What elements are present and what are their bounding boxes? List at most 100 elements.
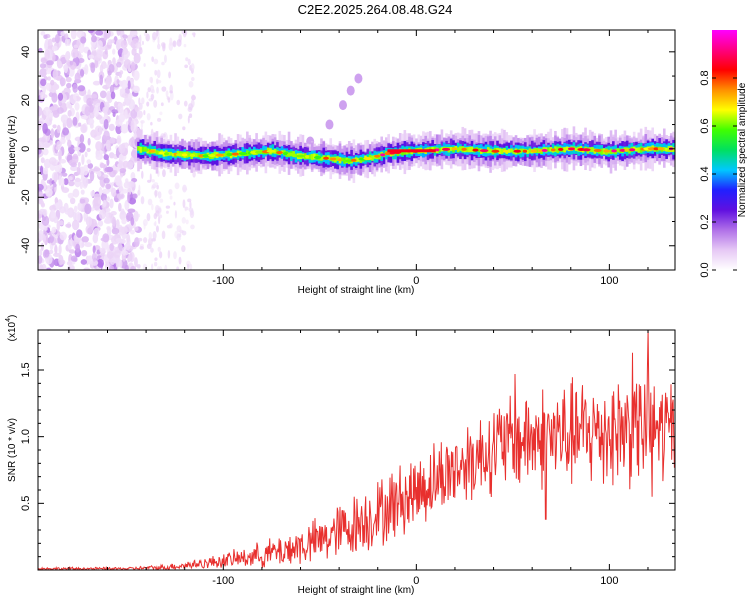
ridge-cell [672, 147, 675, 152]
y-tick-label: -40 [20, 238, 32, 254]
noise-speckle [148, 232, 152, 241]
colorbar: 0.0 0.2 0.4 0.6 0.8 Normalized spectral ampl… [699, 30, 748, 278]
ridge-hotspot [557, 147, 564, 151]
ridge-hotspot [215, 153, 225, 157]
ridge-cell [486, 147, 490, 154]
noise-speckle [118, 143, 126, 154]
noise-speckle [188, 207, 194, 213]
noise-speckle [103, 177, 110, 184]
noise-speckle [108, 63, 115, 73]
spectrogram-panel: -100 0 100 -40 -20 0 20 40 Height of straight l… [7, 29, 676, 296]
noise-speckle [122, 160, 129, 168]
noise-speckle [105, 212, 109, 218]
ridge-cell [507, 149, 511, 153]
noise-speckle [64, 209, 73, 215]
noise-speckle [92, 167, 101, 172]
noise-speckle [90, 190, 95, 197]
ridge-hotspot [266, 149, 276, 153]
noise-speckle [63, 202, 69, 213]
noise-speckle [80, 124, 87, 134]
noise-speckle [58, 244, 62, 255]
noise-speckle [146, 112, 151, 121]
colorbar-tick-label: 0.6 [699, 118, 711, 133]
noise-speckle [56, 140, 62, 148]
noise-speckle [151, 179, 155, 183]
noise-speckle [132, 193, 138, 199]
noise-speckle [84, 106, 91, 117]
noise-speckle [92, 252, 97, 262]
ridge-cell [600, 148, 604, 155]
noise-speckle [73, 44, 78, 49]
noise-speckle [113, 250, 121, 258]
ridge-cell [489, 148, 492, 154]
noise-speckle [53, 252, 61, 257]
x-tick-label: -100 [212, 275, 234, 287]
noise-speckle [150, 248, 153, 253]
noise-speckle [172, 40, 177, 48]
ridge-cell [294, 153, 298, 158]
noise-speckle [137, 213, 141, 218]
noise-speckle [109, 242, 114, 252]
noise-speckle [43, 158, 51, 169]
noise-speckle [86, 255, 94, 260]
noise-speckle [153, 182, 159, 186]
ridge-hotspot [296, 154, 305, 158]
noise-speckle [128, 99, 136, 110]
noise-speckle [161, 86, 167, 92]
noise-speckle [181, 230, 187, 236]
noise-speckle [104, 167, 112, 173]
snr-x-axis-title: Height of straight line (km) [298, 585, 415, 596]
noise-speckle [47, 45, 54, 51]
noise-speckle [155, 225, 159, 233]
noise-speckle [110, 187, 117, 197]
noise-speckle [178, 113, 183, 120]
noise-speckle [185, 219, 189, 225]
ridge-cell [609, 148, 613, 155]
noise-speckle [47, 76, 51, 81]
noise-speckle [106, 196, 110, 202]
noise-speckle [91, 35, 97, 43]
noise-speckle [167, 250, 171, 259]
ridge-cell [628, 147, 631, 154]
noise-speckle [187, 115, 190, 124]
noise-speckle [156, 69, 161, 79]
noise-speckle [103, 154, 109, 161]
noise-speckle [102, 106, 108, 114]
noise-speckle [49, 204, 57, 212]
noise-speckle [94, 125, 103, 136]
ridge-hotspot [472, 148, 479, 152]
noise-speckle [90, 93, 98, 99]
noise-speckle [67, 239, 73, 250]
noise-speckle [141, 97, 145, 105]
noise-speckle [74, 72, 81, 83]
noise-speckle [189, 263, 193, 270]
noise-speckle [85, 216, 93, 227]
noise-speckle [57, 92, 64, 101]
ridge-cell [563, 147, 566, 153]
ridge-hotspot [374, 154, 381, 158]
noise-speckle [146, 91, 149, 99]
noise-speckle [81, 241, 85, 248]
ridge-hotspot [582, 148, 591, 152]
noise-speckle [151, 203, 154, 211]
noise-speckle [185, 57, 189, 62]
noise-speckle [137, 110, 142, 120]
noise-speckle [127, 80, 131, 90]
ridge-hotspot [363, 157, 372, 161]
ridge-hotspot [619, 148, 626, 152]
noise-speckle [158, 251, 163, 259]
noise-speckle [52, 104, 58, 111]
noise-speckle [133, 210, 139, 222]
noise-speckle [58, 220, 64, 226]
noise-speckle [115, 124, 122, 135]
noise-speckle [161, 61, 165, 66]
noise-speckle [101, 60, 107, 70]
noise-speckle [59, 231, 67, 241]
ridge-cell [213, 151, 217, 158]
noise-speckle [84, 242, 93, 248]
noise-speckle [168, 71, 172, 79]
noise-speckle [109, 198, 114, 209]
y-tick-label: 20 [20, 94, 32, 106]
ridge-cell [667, 145, 671, 152]
noise-speckle [40, 78, 47, 87]
